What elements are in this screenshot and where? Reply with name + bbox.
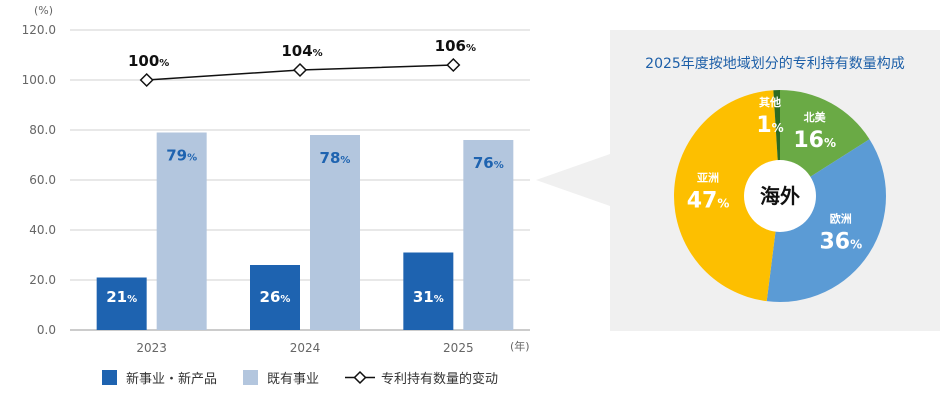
pie-slice-value: 16%	[793, 128, 836, 153]
x-tick-label: 2023	[136, 341, 167, 355]
bar-value-label: 31%	[413, 288, 444, 306]
y-tick-labels: 0.0 20.0 40.0 60.0 80.0 100.0 120.0	[22, 23, 56, 337]
y-tick-label: 20.0	[29, 273, 56, 287]
line-value-label: 106%	[435, 37, 476, 55]
legend-item-patent-change: 专利持有数量的变动	[345, 368, 498, 387]
bar-value-label: 26%	[260, 288, 291, 306]
pie-slice	[674, 90, 780, 302]
y-tick-label: 80.0	[29, 123, 56, 137]
bar-value-label: 76%	[473, 154, 504, 172]
bar-value-label: 79%	[166, 147, 197, 165]
pie-slice-name: 亚洲	[697, 172, 719, 185]
pie-title: 2025年度按地域划分的专利持有数量构成	[645, 56, 905, 72]
bar-value-label: 21%	[106, 288, 137, 306]
pie-labels: 北美 16% 欧洲 36% 亚洲 47% 其他 1%	[687, 95, 862, 255]
bar-value-label: 78%	[320, 149, 351, 167]
y-tick-label: 0.0	[37, 323, 56, 337]
pie-slice-name: 北美	[804, 110, 827, 124]
legend-item-new-business: 新事业・新产品	[102, 368, 217, 387]
bar-existing-business	[156, 132, 207, 330]
legend-swatch-light-blue	[243, 370, 259, 385]
pie-center-label: 海外	[760, 184, 800, 208]
x-tick-labels: 2023 2024 2025	[136, 341, 473, 355]
pie-slice-name: 其他	[759, 95, 781, 109]
bar-new-business	[250, 265, 300, 330]
legend-swatch-dark-blue	[102, 370, 117, 385]
line-value-label: 104%	[281, 42, 322, 60]
legend-item-existing-business: 既有事业	[243, 368, 319, 387]
bars: 21% 79% 26% 78% 31% 76%	[96, 132, 514, 330]
line-marker	[446, 57, 461, 73]
patent-line-series: 100% 104% 106%	[128, 37, 476, 88]
legend-diamond-line-icon	[345, 370, 376, 385]
bar-line-chart: (%) (年) 0.0 20.0 40.0 60.0 80.0 100.0 120.0 21…	[22, 4, 530, 355]
x-axis-unit: (年)	[510, 339, 530, 353]
y-tick-label: 40.0	[29, 223, 56, 237]
callout-pointer	[536, 154, 610, 206]
line-marker	[292, 62, 308, 78]
bar-new-business	[96, 277, 147, 330]
x-tick-label: 2025	[443, 341, 474, 355]
pie-slice	[766, 139, 886, 302]
legend-label-new-business: 新事业・新产品	[126, 372, 218, 387]
pie-slice-value: 1%	[756, 113, 783, 138]
y-tick-label: 120.0	[22, 23, 56, 37]
pie-chart: 海外 北美 16% 欧洲 36% 亚洲 47% 其他 1%	[674, 90, 886, 302]
y-tick-label: 100.0	[22, 73, 56, 87]
y-tick-label: 60.0	[29, 173, 56, 187]
line-value-label: 100%	[128, 52, 169, 70]
chart-legend: 新事业・新产品 既有事业 专利持有数量的变动	[102, 368, 524, 387]
legend-label-patent-change: 专利持有数量的变动	[381, 372, 499, 387]
bar-existing-business	[463, 140, 514, 330]
pie-slice-name: 欧洲	[830, 212, 852, 226]
pie-slices	[674, 90, 886, 302]
legend-label-existing-business: 既有事业	[267, 372, 320, 387]
x-tick-label: 2024	[290, 341, 321, 355]
bar-existing-business	[310, 135, 360, 330]
line-marker	[139, 72, 154, 88]
y-axis-unit: (%)	[34, 4, 53, 17]
pie-slice-value: 36%	[819, 230, 862, 255]
bar-new-business	[403, 252, 454, 330]
pie-slice-value: 47%	[687, 189, 730, 214]
pie-center-circle	[744, 160, 816, 232]
